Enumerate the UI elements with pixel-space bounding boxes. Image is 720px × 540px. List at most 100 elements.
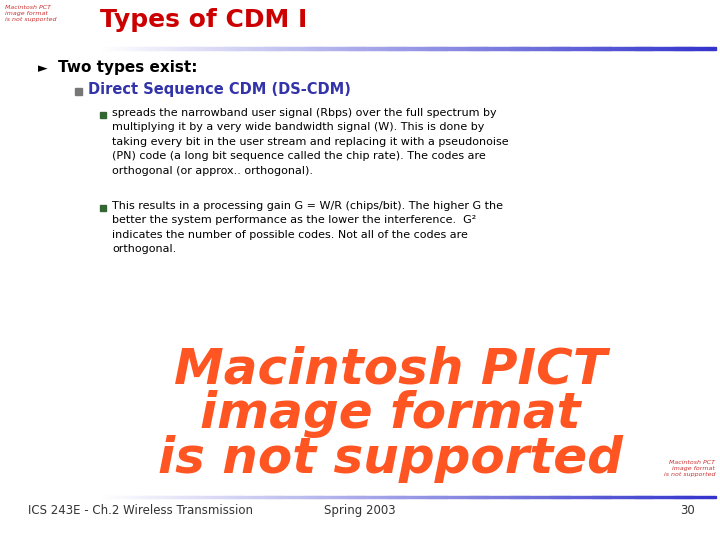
Bar (698, 496, 701, 498)
Bar (461, 496, 464, 498)
Bar (371, 46, 373, 50)
Bar (104, 496, 107, 498)
Bar (387, 46, 390, 50)
Bar (393, 46, 396, 50)
Bar (588, 46, 590, 50)
Bar (122, 496, 125, 498)
Bar (225, 46, 228, 50)
Bar (555, 46, 558, 50)
Bar (562, 46, 564, 50)
Bar (528, 496, 531, 498)
Bar (106, 496, 109, 498)
Bar (441, 496, 443, 498)
Bar (305, 46, 307, 50)
Bar (235, 46, 238, 50)
Bar (395, 46, 397, 50)
Bar (686, 496, 689, 498)
Bar (618, 496, 621, 498)
Bar (377, 46, 379, 50)
Bar (369, 496, 371, 498)
Text: Types of CDM I: Types of CDM I (100, 8, 307, 32)
Bar (534, 46, 537, 50)
Bar (186, 46, 189, 50)
Bar (321, 496, 324, 498)
Bar (705, 46, 707, 50)
Bar (156, 496, 158, 498)
Text: spreads the narrowband user signal (Rbps) over the full spectrum by
multiplying : spreads the narrowband user signal (Rbps… (112, 108, 508, 176)
Bar (524, 46, 527, 50)
Bar (307, 496, 310, 498)
Bar (414, 46, 416, 50)
Bar (229, 496, 232, 498)
Bar (359, 496, 361, 498)
Bar (536, 46, 539, 50)
Bar (176, 496, 179, 498)
Bar (594, 496, 597, 498)
Bar (293, 46, 295, 50)
Bar (705, 496, 707, 498)
Bar (627, 46, 629, 50)
Bar (305, 496, 307, 498)
Bar (584, 46, 586, 50)
Bar (289, 496, 291, 498)
Bar (356, 496, 359, 498)
Bar (709, 496, 711, 498)
Bar (336, 496, 338, 498)
Bar (262, 496, 264, 498)
Bar (127, 496, 129, 498)
Bar (485, 46, 488, 50)
Bar (555, 496, 558, 498)
Bar (328, 46, 330, 50)
Bar (580, 46, 582, 50)
Bar (132, 46, 135, 50)
Bar (539, 496, 541, 498)
Bar (471, 46, 474, 50)
Bar (567, 46, 570, 50)
Bar (100, 496, 102, 498)
Bar (153, 46, 156, 50)
Text: is not supported: is not supported (158, 435, 622, 483)
Bar (446, 496, 449, 498)
Bar (190, 46, 193, 50)
Bar (282, 46, 285, 50)
Bar (580, 496, 582, 498)
Bar (272, 496, 275, 498)
Bar (582, 496, 585, 498)
Bar (415, 496, 418, 498)
Bar (151, 496, 154, 498)
Bar (190, 496, 193, 498)
Bar (389, 496, 392, 498)
Text: This results in a processing gain G = W/R (chips/bit). The higher G the
better t: This results in a processing gain G = W/… (112, 201, 503, 254)
Bar (200, 496, 203, 498)
Bar (400, 46, 402, 50)
Bar (441, 46, 443, 50)
Bar (172, 46, 174, 50)
Bar (655, 496, 658, 498)
Bar (313, 46, 316, 50)
Bar (215, 496, 217, 498)
Bar (547, 46, 549, 50)
Bar (567, 496, 570, 498)
Bar (418, 46, 420, 50)
Bar (172, 496, 174, 498)
Bar (359, 46, 361, 50)
Bar (231, 46, 234, 50)
Bar (506, 46, 508, 50)
Text: ►: ► (38, 62, 48, 75)
Bar (174, 46, 176, 50)
Bar (168, 46, 170, 50)
Text: Macintosh PCT
image format
is not supported: Macintosh PCT image format is not suppor… (664, 460, 715, 477)
Bar (161, 496, 164, 498)
Bar (199, 46, 201, 50)
Bar (709, 46, 711, 50)
Bar (498, 46, 500, 50)
Bar (553, 46, 556, 50)
Bar (534, 496, 537, 498)
Bar (340, 46, 343, 50)
Bar (660, 496, 662, 498)
Bar (514, 46, 517, 50)
Bar (487, 46, 490, 50)
Bar (606, 496, 609, 498)
Bar (102, 46, 104, 50)
Bar (533, 496, 535, 498)
